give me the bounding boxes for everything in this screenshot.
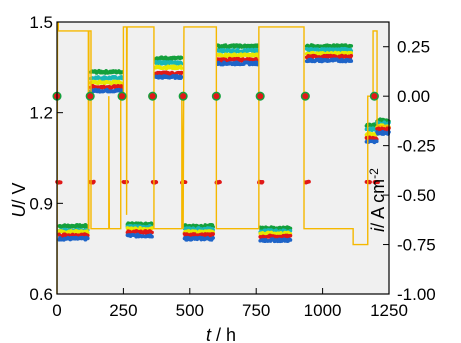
voltage-point (150, 234, 154, 239)
ocv-point (218, 180, 222, 184)
zero-current-marker (85, 91, 95, 101)
voltage-point (150, 226, 154, 230)
y-right-axis-symbol: i (368, 227, 388, 232)
plot-frame (56, 21, 390, 295)
voltage-point (179, 55, 184, 60)
voltage-point (179, 70, 184, 75)
y-right-axis-exponent: -2 (367, 168, 381, 179)
zero-current-marker (178, 91, 188, 101)
voltage-point (374, 139, 379, 144)
voltage-point (349, 51, 354, 55)
y-right-tick-label: -0.50 (397, 186, 436, 205)
y-right-axis-unit: / A cm (368, 179, 388, 228)
voltage-point (349, 53, 354, 58)
ocv-point (376, 180, 380, 185)
x-tick-label: 1250 (370, 301, 408, 320)
x-tick-label: 750 (242, 301, 270, 320)
y-right-tick-label: 0.25 (397, 38, 430, 57)
y-left-tick-label: 0.9 (29, 194, 53, 213)
current-series-line (56, 22, 389, 295)
voltage-point (349, 59, 354, 63)
zero-current-marker (117, 91, 127, 101)
x-tick-label: 250 (109, 301, 137, 320)
y-right-tick-label: 0.00 (397, 87, 430, 106)
x-axis-unit: / h (211, 325, 236, 343)
voltage-point (211, 236, 215, 240)
zero-current-marker (255, 91, 265, 101)
y-left-axis-ticks: 0.6 0.9 1.2 1.5 (29, 13, 63, 304)
voltage-point (86, 236, 90, 241)
y-right-axis-title: i/ A cm-2 (367, 168, 388, 232)
voltage-point (288, 238, 293, 242)
y-right-tick-label: -1.00 (397, 285, 436, 304)
y-left-axis-title: U/ V (9, 182, 29, 217)
x-axis-symbol: t (206, 325, 212, 343)
data-layer (52, 22, 391, 295)
y-right-tick-label: -0.75 (397, 236, 436, 255)
plot-background (57, 22, 389, 294)
x-tick-label: 0 (52, 301, 61, 320)
voltage-point (179, 66, 184, 70)
voltage-point (179, 75, 184, 79)
ocv-point (154, 180, 159, 184)
ocv-point (58, 180, 63, 185)
ocv-point (92, 179, 96, 184)
voltage-point (288, 233, 293, 238)
ocv-point (307, 179, 311, 184)
zero-current-marker (148, 91, 158, 101)
y-right-tick-label: -0.25 (397, 137, 436, 156)
x-axis-title: t / h (206, 325, 236, 343)
zero-current-marker (300, 91, 310, 101)
x-tick-label: 1000 (304, 301, 342, 320)
ocv-point (368, 180, 372, 184)
y-left-tick-label: 0.6 (29, 285, 53, 304)
y-right-axis-ticks: 0.25 0.00 -0.25 -0.50 -0.75 -1.00 (383, 38, 436, 304)
voltage-point (211, 232, 215, 236)
zero-current-marker (369, 91, 379, 101)
zero-current-marker (211, 91, 221, 101)
x-axis-ticks: 0 250 500 750 1000 1250 (52, 288, 408, 320)
x-tick-label: 500 (176, 301, 204, 320)
voltage-point (349, 44, 354, 48)
y-left-tick-label: 1.2 (29, 104, 53, 123)
ocv-point (183, 180, 188, 184)
ocv-point (260, 180, 265, 184)
y-left-axis-symbol: U (9, 204, 29, 218)
y-left-tick-label: 1.5 (29, 13, 53, 32)
voltage-point (150, 230, 154, 235)
y-left-axis-unit: / V (9, 182, 29, 204)
